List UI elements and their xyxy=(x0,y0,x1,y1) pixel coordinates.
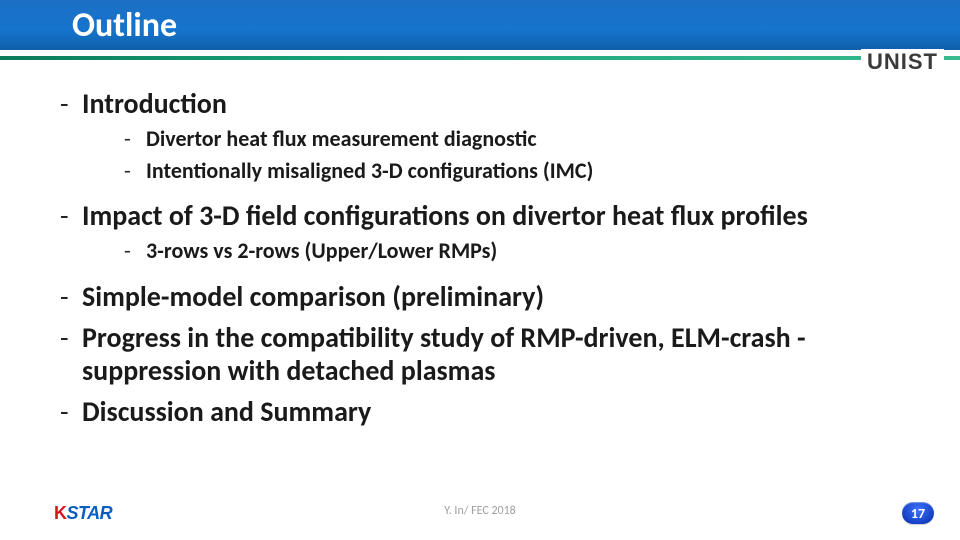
slide-title: Outline xyxy=(72,5,177,46)
unist-logo: UNIST xyxy=(861,49,944,75)
bullet-text: Divertor heat flux measurement diagnosti… xyxy=(146,125,537,153)
kstar-logo: KSTAR xyxy=(54,503,112,524)
bullet-dash: - xyxy=(60,86,82,121)
bullet-text: Discussion and Summary xyxy=(82,395,371,429)
bullet-dash: - xyxy=(60,198,82,233)
bullet-introduction: - Introduction xyxy=(60,86,890,121)
bullet-text: Impact of 3-D field configurations on di… xyxy=(82,199,808,233)
bullet-dash: - xyxy=(124,237,146,264)
kstar-logo-star: STAR xyxy=(67,503,113,523)
footer-author: Y. In/ FEC 2018 xyxy=(0,504,960,518)
bullet-dash: - xyxy=(124,125,146,152)
bullet-text: Progress in the compatibility study of R… xyxy=(82,321,890,388)
title-bar: Outline xyxy=(0,0,960,50)
kstar-logo-k: K xyxy=(54,503,67,523)
subbullet-imc: - Intentionally misaligned 3-D configura… xyxy=(60,157,890,185)
subbullet-rows: - 3-rows vs 2-rows (Upper/Lower RMPs) xyxy=(60,237,890,265)
bullet-text: Intentionally misaligned 3-D configurati… xyxy=(146,157,593,185)
bullet-text: Simple-model comparison (preliminary) xyxy=(82,280,544,314)
bullet-progress: - Progress in the compatibility study of… xyxy=(60,320,890,388)
bullet-dash: - xyxy=(60,394,82,429)
bullet-simple-model: - Simple-model comparison (preliminary) xyxy=(60,279,890,314)
bullet-text: Introduction xyxy=(82,87,227,121)
bullet-dash: - xyxy=(60,279,82,314)
bullet-dash: - xyxy=(124,157,146,184)
slide: Outline UNIST - Introduction - Divertor … xyxy=(0,0,960,540)
page-number: 17 xyxy=(911,505,925,522)
subbullet-divertor-diagnostic: - Divertor heat flux measurement diagnos… xyxy=(60,125,890,153)
bullet-dash: - xyxy=(60,320,82,355)
bullet-impact-3d: - Impact of 3-D field configurations on … xyxy=(60,198,890,233)
bullet-text: 3-rows vs 2-rows (Upper/Lower RMPs) xyxy=(146,237,497,265)
bullet-discussion: - Discussion and Summary xyxy=(60,394,890,429)
accent-line xyxy=(0,56,960,60)
page-number-badge: 17 xyxy=(902,502,934,524)
outline-content: - Introduction - Divertor heat flux meas… xyxy=(60,80,890,429)
